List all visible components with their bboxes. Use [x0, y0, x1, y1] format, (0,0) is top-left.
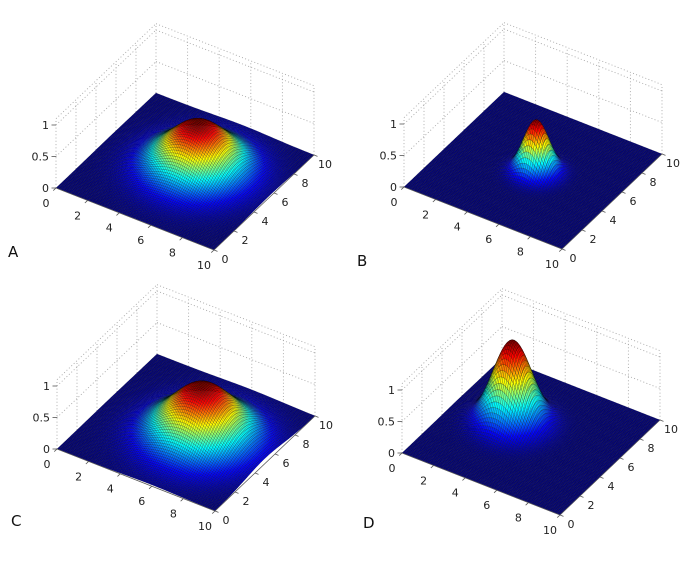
panel-a: A	[0, 0, 348, 282]
panel-label-b: B	[357, 252, 368, 270]
surface-plot-d	[348, 282, 696, 563]
panel-c: C	[0, 282, 348, 563]
panel-label-d: D	[363, 514, 376, 532]
panel-d: D	[348, 282, 696, 563]
surface-plot-c	[0, 282, 348, 563]
surface-plot-a	[0, 0, 348, 281]
surface-plot-b	[348, 0, 696, 281]
panel-label-a: A	[8, 243, 19, 261]
panel-label-c: C	[11, 512, 22, 530]
panel-b: B	[348, 0, 696, 282]
